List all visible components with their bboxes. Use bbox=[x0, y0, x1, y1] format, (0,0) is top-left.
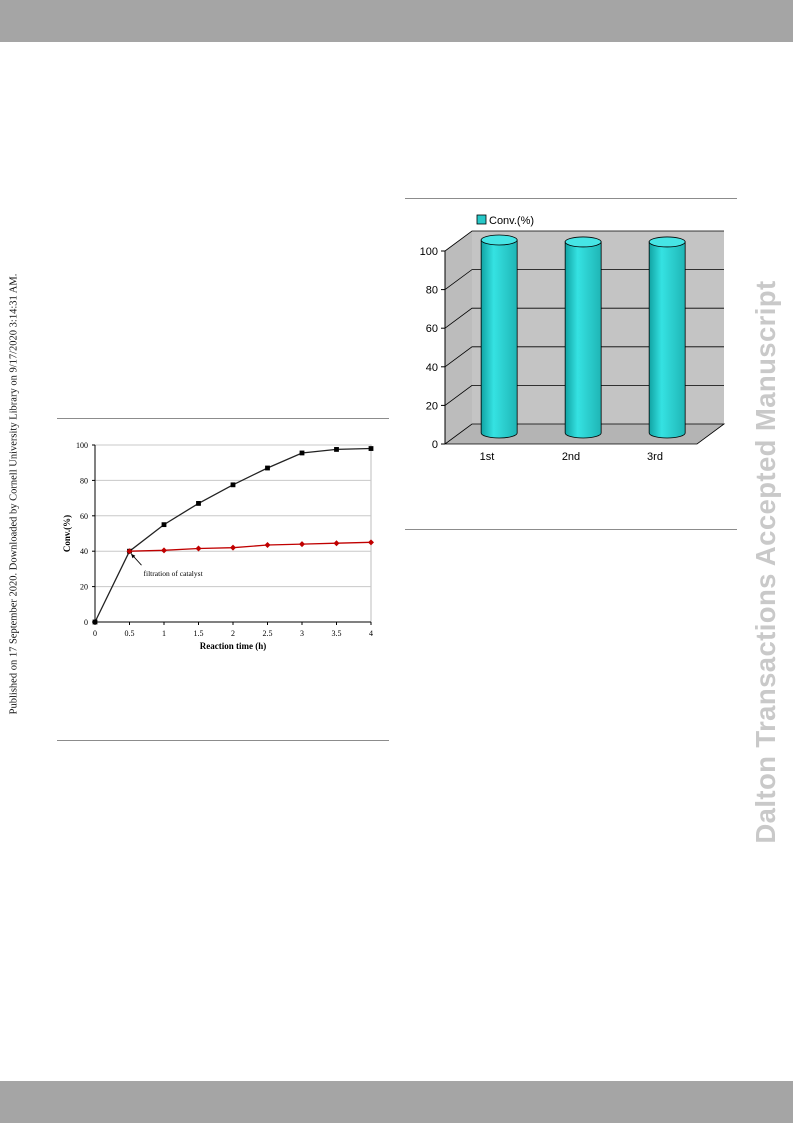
x-tick-label: 1 bbox=[162, 629, 166, 638]
x-tick-label: 3 bbox=[300, 629, 304, 638]
cylinder-bar bbox=[564, 241, 602, 439]
series-1-point bbox=[368, 446, 374, 451]
x-tick-label: 3.5 bbox=[332, 629, 342, 638]
series-1-point bbox=[196, 501, 201, 506]
series-1-point bbox=[230, 482, 236, 488]
series-1-point bbox=[334, 447, 339, 452]
legend-swatch bbox=[476, 214, 487, 225]
y-tick-label: 60 bbox=[80, 512, 88, 521]
cylinder-top bbox=[648, 236, 686, 248]
gridline bbox=[444, 230, 724, 252]
cylinder-bar bbox=[480, 239, 518, 439]
y-tick-label: 60 bbox=[426, 323, 438, 335]
series-2-point bbox=[195, 545, 202, 552]
series-1-point bbox=[161, 522, 167, 528]
y-tick-label: 100 bbox=[76, 441, 88, 450]
annotation-arrowhead bbox=[131, 553, 136, 559]
series-1-point bbox=[265, 465, 270, 471]
series-2-point bbox=[368, 539, 374, 546]
y-tick-label: 40 bbox=[426, 362, 438, 374]
x-tick-label: 1st bbox=[480, 451, 495, 463]
header-band bbox=[0, 0, 793, 42]
legend-label: Conv.(%) bbox=[489, 215, 534, 227]
y-tick-label: 80 bbox=[426, 285, 438, 297]
y-tick-label: 40 bbox=[80, 547, 88, 556]
recycle-bar-chart: 0 20 40 60 80 100 1st 2nd 3rd Conv.(%) bbox=[420, 214, 726, 463]
cylinder-bar bbox=[648, 241, 686, 439]
x-tick-label: 0.5 bbox=[125, 629, 135, 638]
gridline bbox=[444, 384, 724, 406]
gridline bbox=[444, 346, 724, 368]
cylinder-top bbox=[480, 234, 518, 246]
series-2-point bbox=[333, 540, 340, 547]
footer-band bbox=[0, 1081, 793, 1123]
x-tick-label: 2nd bbox=[562, 451, 580, 463]
publication-note: Published on 17 September 2020. Download… bbox=[8, 273, 20, 715]
figure-rule-bottom-left bbox=[57, 740, 389, 741]
x-tick-label: 1.5 bbox=[194, 629, 204, 638]
gridline bbox=[444, 307, 724, 329]
figure-rule-top-left bbox=[57, 418, 389, 419]
series-2-point bbox=[161, 547, 167, 554]
y-tick-label: 100 bbox=[420, 246, 438, 258]
cylinder-top bbox=[564, 236, 602, 248]
gridline bbox=[444, 269, 724, 290]
x-tick-label: 2 bbox=[231, 629, 235, 638]
series-1-point bbox=[92, 619, 98, 625]
y-axis-label: Conv.(%) bbox=[62, 515, 72, 552]
conversion-time-line-chart: 0 20 40 60 80 100 0 0.5 1 1.5 2 2.5 3 3.5 4 Reaction ti… bbox=[62, 441, 374, 651]
x-tick-label: 2.5 bbox=[263, 629, 273, 638]
series-2-point bbox=[299, 541, 305, 548]
x-tick-label: 3rd bbox=[647, 451, 663, 463]
annotation-label: filtration of catalyst bbox=[144, 569, 204, 578]
series-2-point bbox=[126, 548, 133, 555]
x-tick-label: 4 bbox=[369, 629, 373, 638]
series-2-point bbox=[264, 542, 271, 549]
figure-rule-top-right bbox=[405, 198, 737, 199]
side-wall bbox=[445, 231, 472, 444]
series-line-2 bbox=[129, 541, 372, 552]
y-tick-label: 0 bbox=[84, 618, 88, 627]
x-tick-label: 0 bbox=[93, 629, 97, 638]
journal-watermark: Dalton Transactions Accepted Manuscript bbox=[750, 280, 781, 844]
series-1-point bbox=[299, 450, 305, 456]
y-tick-label: 0 bbox=[432, 439, 438, 451]
plot-area bbox=[94, 444, 372, 623]
series-2-point bbox=[230, 544, 236, 551]
x-axis-label: Reaction time (h) bbox=[200, 641, 266, 651]
y-tick-label: 80 bbox=[80, 476, 88, 485]
y-tick-label: 20 bbox=[80, 583, 88, 592]
figure-rule-bottom-right bbox=[405, 529, 737, 530]
y-tick-label: 20 bbox=[426, 400, 438, 412]
